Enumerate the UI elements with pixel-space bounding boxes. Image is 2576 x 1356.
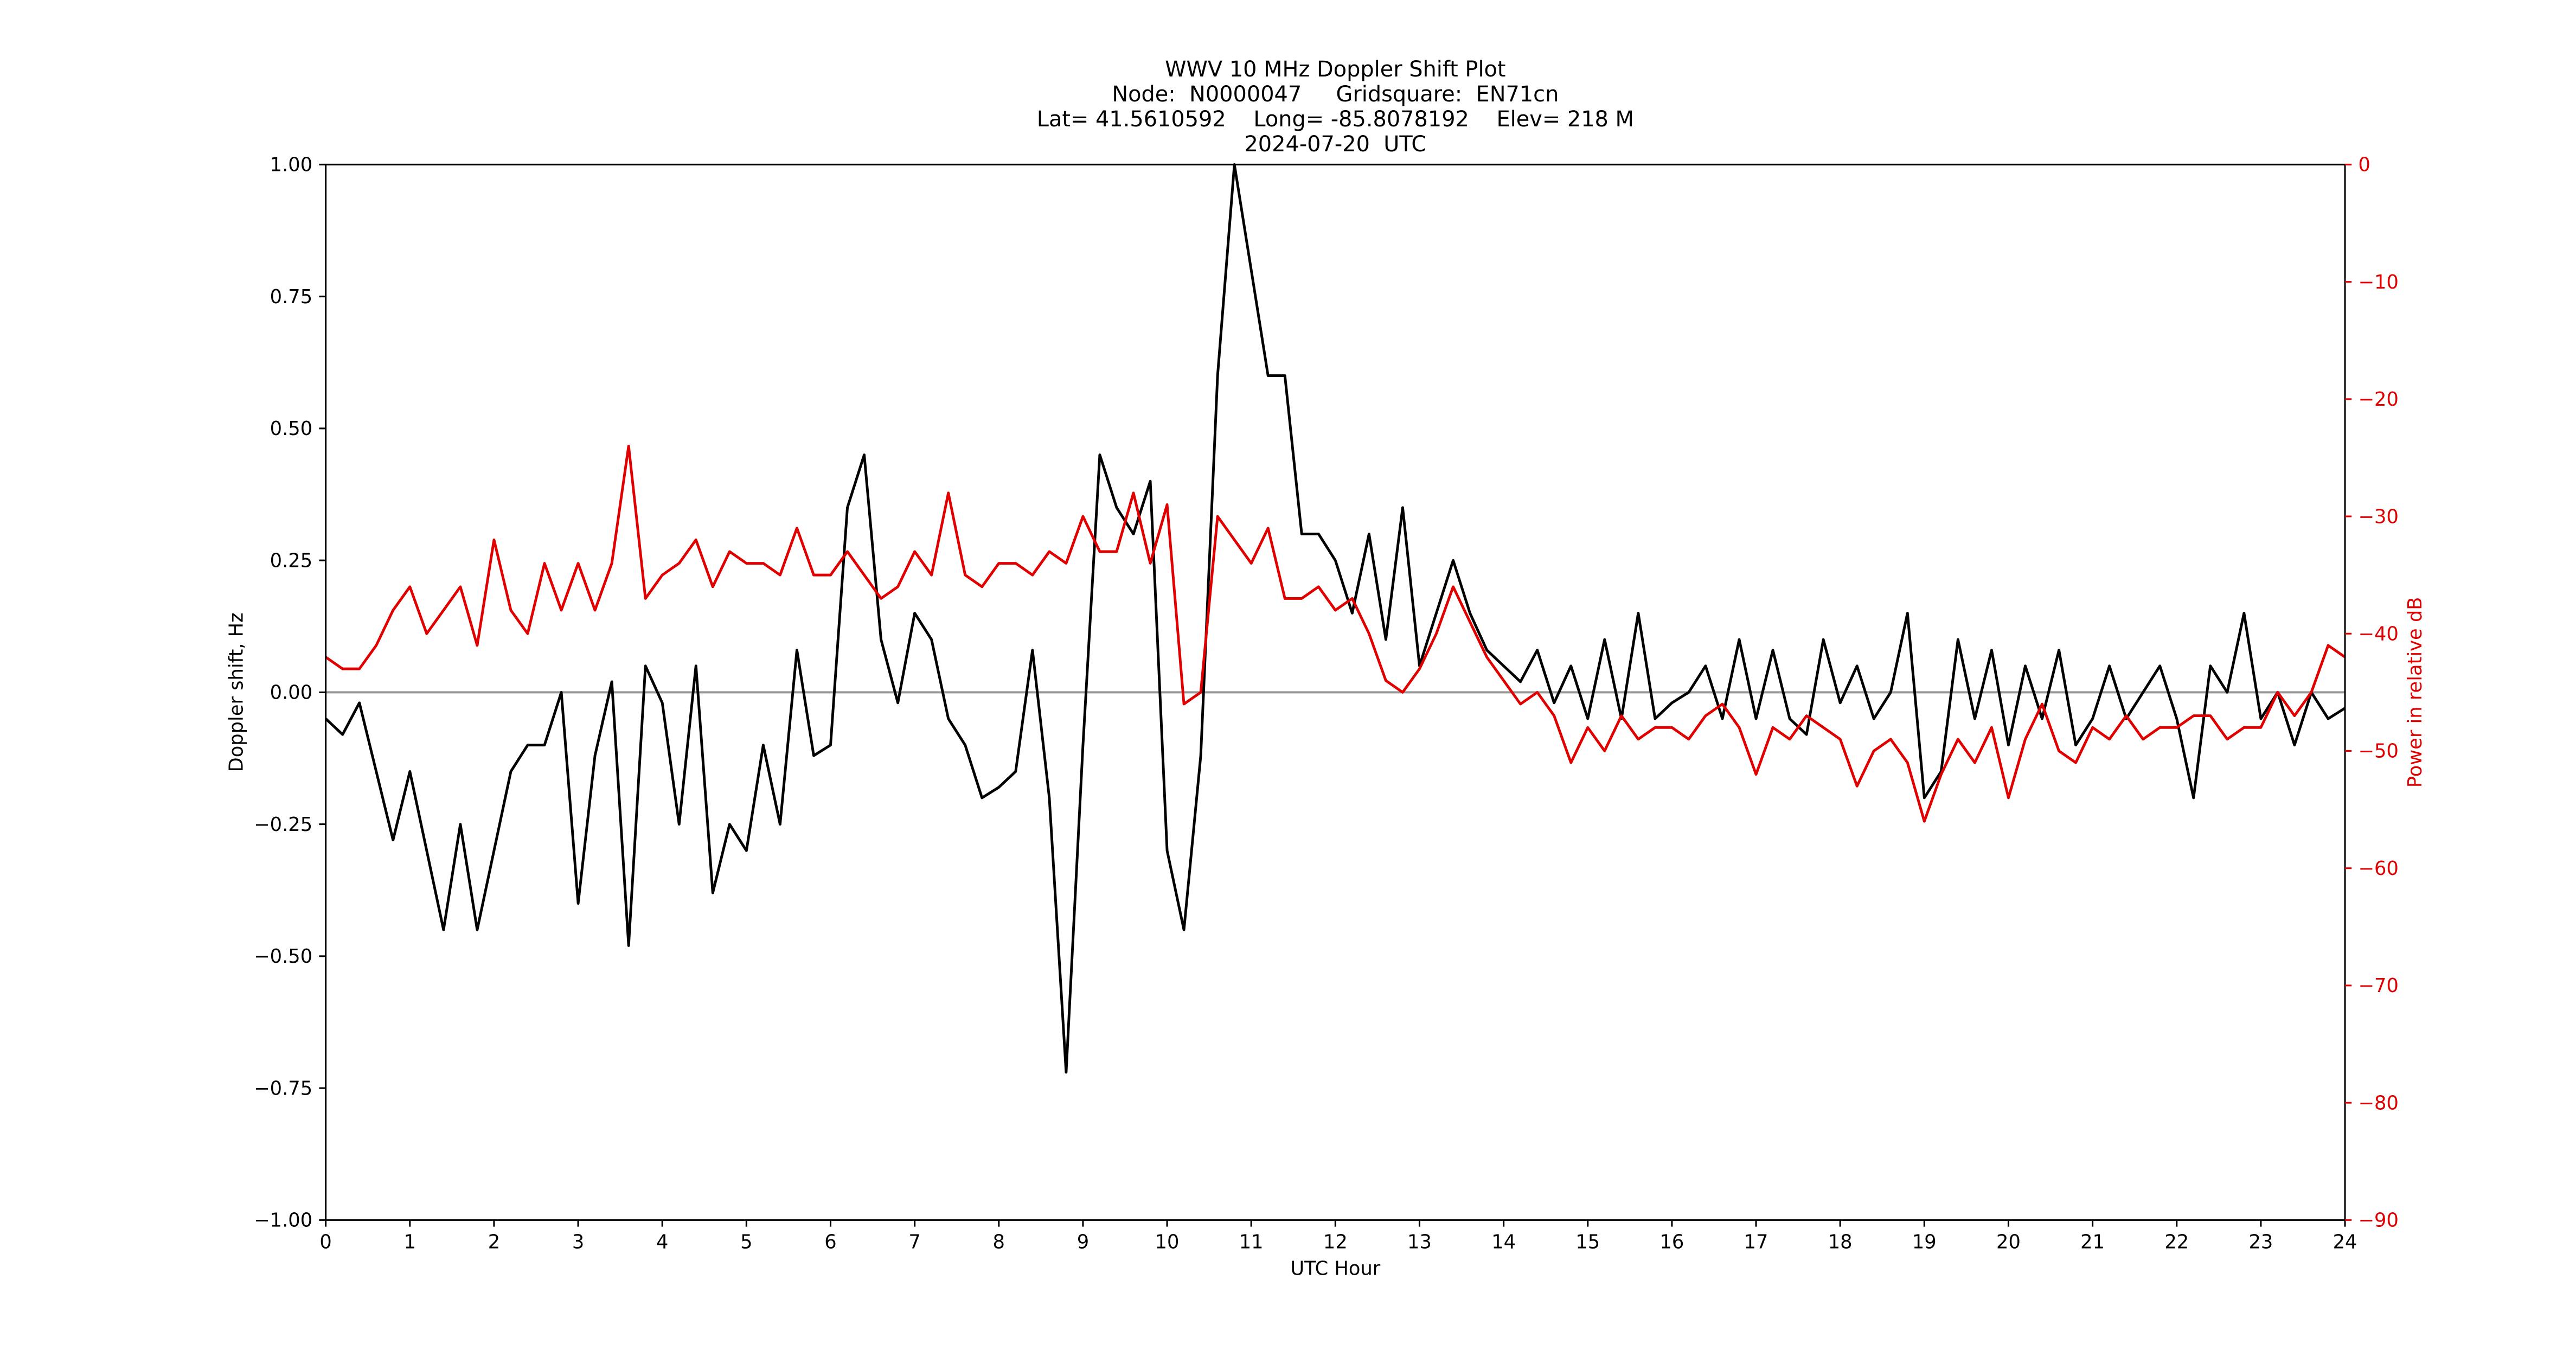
x-tick-label: 20 — [1996, 1231, 2021, 1253]
chart-title: Lat= 41.5610592 Long= -85.8078192 Elev= … — [1037, 107, 1634, 132]
x-tick-label: 18 — [1828, 1231, 1853, 1253]
x-tick-label: 10 — [1155, 1231, 1180, 1253]
x-tick-label: 19 — [1912, 1231, 1937, 1253]
x-tick-label: 1 — [404, 1231, 416, 1253]
x-tick-label: 21 — [2080, 1231, 2105, 1253]
x-tick-label: 9 — [1077, 1231, 1089, 1253]
y-tick-label: 0.50 — [270, 418, 312, 440]
y2-tick-label: −30 — [2359, 506, 2399, 528]
y-tick-label: 1.00 — [270, 154, 312, 176]
y-tick-label: −0.75 — [254, 1077, 312, 1099]
y2-axis-label: Power in relative dB — [2404, 597, 2426, 788]
x-tick-label: 24 — [2333, 1231, 2357, 1253]
x-tick-label: 8 — [993, 1231, 1005, 1253]
chart-title: WWV 10 MHz Doppler Shift Plot — [1165, 57, 1505, 82]
y-tick-label: 0.25 — [270, 549, 312, 572]
x-tick-label: 16 — [1659, 1231, 1684, 1253]
y-tick-label: −0.50 — [254, 945, 312, 968]
y-tick-label: 0.00 — [270, 682, 312, 704]
x-tick-label: 14 — [1491, 1231, 1516, 1253]
chart-title: 2024-07-20 UTC — [1244, 132, 1426, 157]
y2-tick-label: 0 — [2359, 154, 2370, 176]
x-tick-label: 23 — [2248, 1231, 2273, 1253]
y-tick-label: 0.75 — [270, 286, 312, 308]
y-tick-label: −1.00 — [254, 1210, 312, 1232]
series-line — [325, 444, 2346, 823]
y2-tick-label: −70 — [2359, 975, 2399, 997]
x-tick-label: 6 — [824, 1231, 836, 1253]
x-tick-label: 22 — [2164, 1231, 2189, 1253]
y2-tick-label: −60 — [2359, 858, 2399, 880]
x-tick-label: 17 — [1744, 1231, 1768, 1253]
x-axis-label: UTC Hour — [1290, 1257, 1380, 1280]
y2-tick-label: −10 — [2359, 271, 2399, 293]
series-line — [324, 163, 2346, 1074]
chart-title: Node: N0000047 Gridsquare: EN71cn — [1112, 82, 1559, 107]
x-tick-label: 15 — [1575, 1231, 1600, 1253]
x-tick-label: 3 — [572, 1231, 584, 1253]
x-tick-label: 2 — [488, 1231, 500, 1253]
y-axis-label: Doppler shift, Hz — [225, 612, 247, 772]
x-tick-label: 12 — [1323, 1231, 1348, 1253]
x-tick-label: 0 — [319, 1231, 331, 1253]
x-tick-label: 5 — [740, 1231, 752, 1253]
y2-tick-label: −80 — [2359, 1092, 2399, 1114]
x-tick-label: 4 — [656, 1231, 668, 1253]
x-tick-label: 11 — [1239, 1231, 1264, 1253]
y-tick-label: −0.25 — [254, 814, 312, 836]
y2-tick-label: −90 — [2359, 1210, 2399, 1232]
y2-tick-label: −20 — [2359, 388, 2399, 411]
x-tick-label: 7 — [908, 1231, 920, 1253]
y2-tick-label: −40 — [2359, 623, 2399, 645]
y2-tick-label: −50 — [2359, 740, 2399, 763]
x-tick-label: 13 — [1407, 1231, 1432, 1253]
